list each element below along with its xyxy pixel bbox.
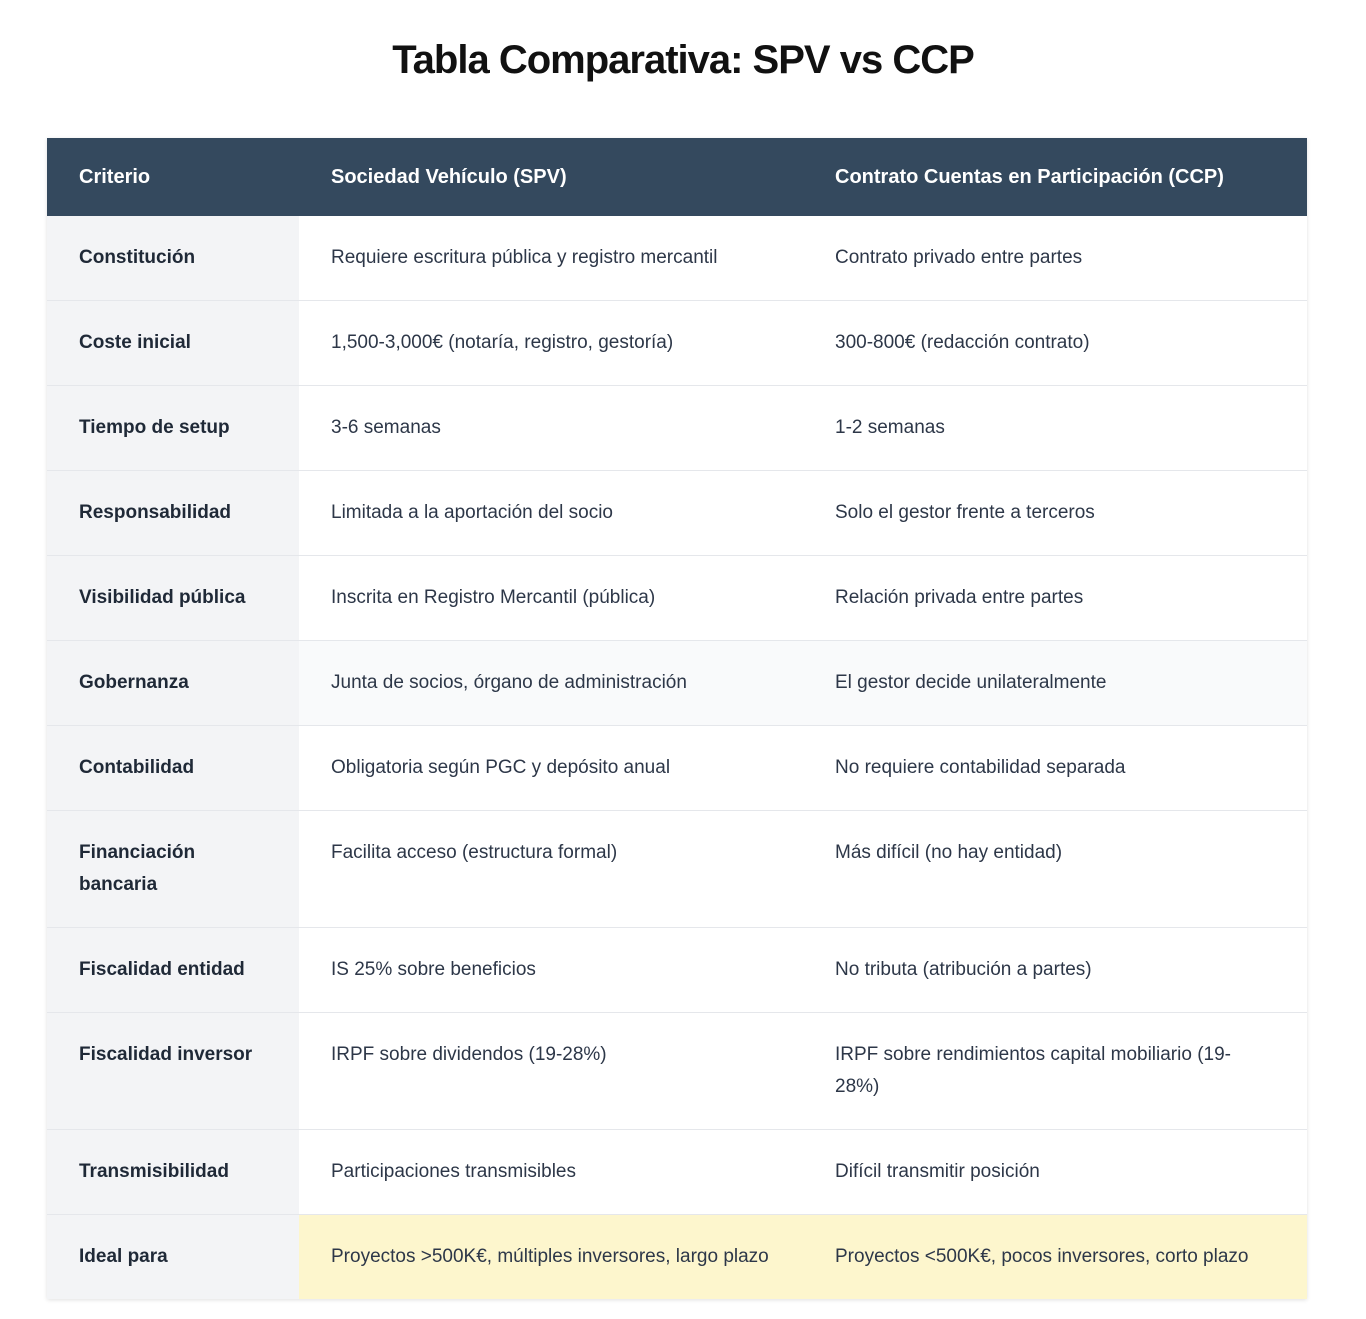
header-ccp: Contrato Cuentas en Participación (CCP) (835, 165, 1224, 188)
table-row: Tiempo de setup 3-6 semanas 1-2 semanas (47, 385, 1307, 471)
row-criterion: Gobernanza (47, 640, 299, 726)
row-ccp-value: No requiere contabilidad separada (803, 725, 1307, 811)
table-row: Gobernanza Junta de socios, órgano de ad… (47, 640, 1307, 726)
row-criterion: Coste inicial (47, 300, 299, 386)
row-spv-value: Obligatoria según PGC y depósito anual (299, 725, 803, 811)
row-spv-value: Requiere escritura pública y registro me… (299, 216, 803, 301)
table-row: Financiación bancaria Facilita acceso (e… (47, 810, 1307, 928)
table-row: Constitución Requiere escritura pública … (47, 216, 1307, 301)
row-spv-value: Participaciones transmisibles (299, 1129, 803, 1215)
comparison-table-container: Criterio Sociedad Vehículo (SPV) Contrat… (47, 138, 1307, 1299)
row-criterion: Contabilidad (47, 725, 299, 811)
row-criterion: Constitución (47, 216, 299, 301)
table-row: Visibilidad pública Inscrita en Registro… (47, 555, 1307, 641)
row-spv-value: 1,500-3,000€ (notaría, registro, gestorí… (299, 300, 803, 386)
row-criterion: Transmisibilidad (47, 1129, 299, 1215)
row-ccp-value: Proyectos <500K€, pocos inversores, cort… (803, 1214, 1307, 1299)
row-spv-value: IS 25% sobre beneficios (299, 927, 803, 1013)
header-row: Criterio Sociedad Vehículo (SPV) Contrat… (47, 138, 1307, 216)
header-criterion: Criterio (79, 165, 151, 188)
row-ccp-value: Contrato privado entre partes (803, 216, 1307, 301)
row-ccp-value: Relación privada entre partes (803, 555, 1307, 641)
row-ccp-value: Solo el gestor frente a terceros (803, 470, 1307, 556)
table-row-highlight: Ideal para Proyectos >500K€, múltiples i… (47, 1214, 1307, 1299)
comparison-table: Criterio Sociedad Vehículo (SPV) Contrat… (47, 138, 1307, 1299)
table-body: Constitución Requiere escritura pública … (47, 216, 1307, 1299)
row-criterion: Fiscalidad inversor (47, 1012, 299, 1130)
table-header: Criterio Sociedad Vehículo (SPV) Contrat… (47, 138, 1307, 216)
row-criterion: Visibilidad pública (47, 555, 299, 641)
row-spv-value: Limitada a la aportación del socio (299, 470, 803, 556)
table-row: Fiscalidad entidad IS 25% sobre benefici… (47, 927, 1307, 1013)
row-spv-value: 3-6 semanas (299, 385, 803, 471)
row-criterion: Fiscalidad entidad (47, 927, 299, 1013)
row-ccp-value: 1-2 semanas (803, 385, 1307, 471)
row-ccp-value: Difícil transmitir posición (803, 1129, 1307, 1215)
row-criterion: Tiempo de setup (47, 385, 299, 471)
table-row: Contabilidad Obligatoria según PGC y dep… (47, 725, 1307, 811)
table-row: Coste inicial 1,500-3,000€ (notaría, reg… (47, 300, 1307, 386)
row-criterion: Ideal para (47, 1214, 299, 1299)
page-title: Tabla Comparativa: SPV vs CCP (392, 38, 975, 82)
row-spv-value: Facilita acceso (estructura formal) (299, 810, 803, 928)
row-ccp-value: El gestor decide unilateralmente (803, 640, 1307, 726)
table-row: Responsabilidad Limitada a la aportación… (47, 470, 1307, 556)
row-spv-value: IRPF sobre dividendos (19-28%) (299, 1012, 803, 1130)
row-ccp-value: Más difícil (no hay entidad) (803, 810, 1307, 928)
row-criterion: Financiación bancaria (47, 810, 299, 928)
table-row: Transmisibilidad Participaciones transmi… (47, 1129, 1307, 1215)
row-criterion: Responsabilidad (47, 470, 299, 556)
row-ccp-value: 300-800€ (redacción contrato) (803, 300, 1307, 386)
row-ccp-value: IRPF sobre rendimientos capital mobiliar… (803, 1012, 1307, 1130)
table-row: Fiscalidad inversor IRPF sobre dividendo… (47, 1012, 1307, 1130)
row-spv-value: Junta de socios, órgano de administració… (299, 640, 803, 726)
row-ccp-value: No tributa (atribución a partes) (803, 927, 1307, 1013)
row-spv-value: Inscrita en Registro Mercantil (pública) (299, 555, 803, 641)
row-spv-value: Proyectos >500K€, múltiples inversores, … (299, 1214, 803, 1299)
header-spv: Sociedad Vehículo (SPV) (331, 165, 567, 188)
